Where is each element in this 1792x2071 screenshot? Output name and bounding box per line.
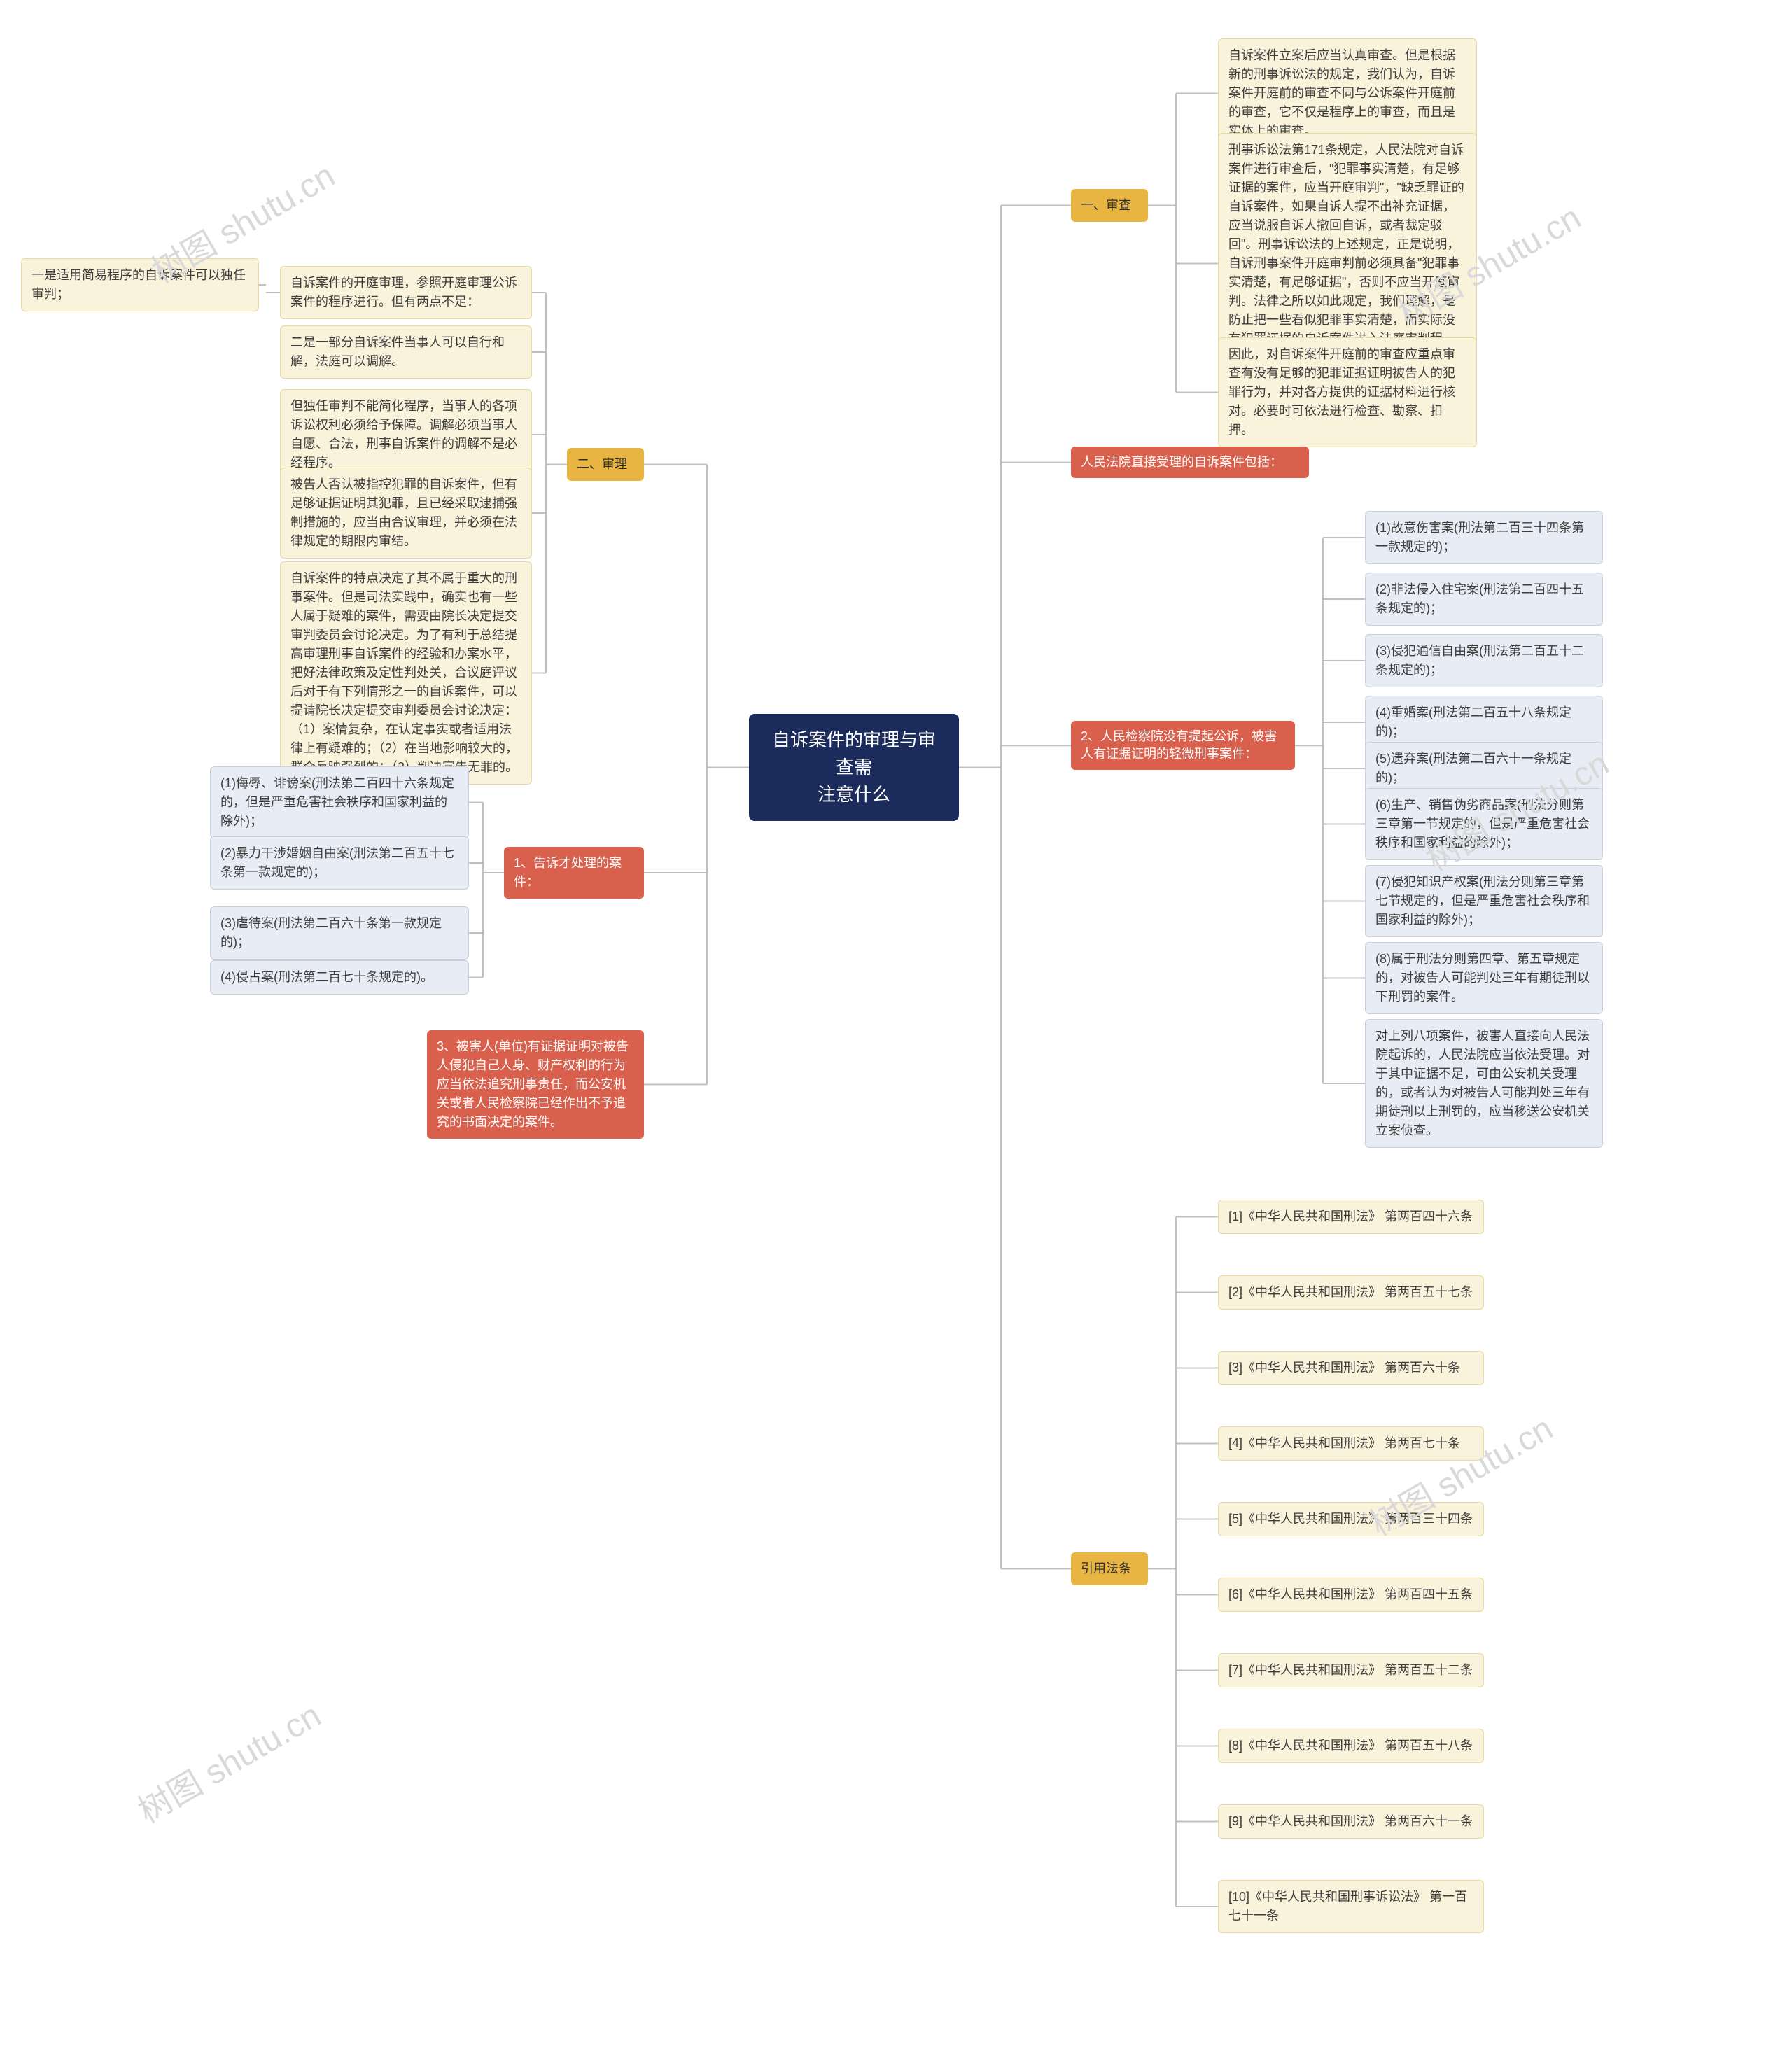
shenli-item-2: 自诉案件的特点决定了其不属于重大的刑事案件。但是司法实践中，确实也有一些人属于疑…: [280, 561, 532, 785]
shenli-sub1: 一是适用简易程序的自诉案件可以独任审判；: [21, 258, 259, 311]
shencha-item-2: 因此，对自诉案件开庭前的审查应重点审查有没有足够的犯罪证据证明被告人的犯罪行为，…: [1218, 337, 1477, 447]
shencha-item-0: 自诉案件立案后应当认真审查。但是根据新的刑事诉讼法的规定，我们认为，自诉案件开庭…: [1218, 38, 1477, 148]
root-node: 自诉案件的审理与审查需注意什么: [749, 714, 959, 821]
qingwei-item-4: (5)遗弃案(刑法第二百六十一条规定的)；: [1365, 742, 1603, 795]
qingwei-item-0: (1)故意伤害案(刑法第二百三十四条第一款规定的)；: [1365, 511, 1603, 564]
yinyong-item-5: [6]《中华人民共和国刑法》 第两百四十五条: [1218, 1578, 1484, 1612]
yinyong-item-3: [4]《中华人民共和国刑法》 第两百七十条: [1218, 1426, 1484, 1461]
qingwei-item-6: (7)侵犯知识产权案(刑法分则第三章第七节规定的，但是严重危害社会秩序和国家利益…: [1365, 865, 1603, 937]
yinyong-item-7: [8]《中华人民共和国刑法》 第两百五十八条: [1218, 1729, 1484, 1763]
yinyong-item-0: [1]《中华人民共和国刑法》 第两百四十六条: [1218, 1200, 1484, 1234]
qingwei-item-3: (4)重婚案(刑法第二百五十八条规定的)；: [1365, 696, 1603, 749]
yinyong-item-9: [10]《中华人民共和国刑事诉讼法》 第一百七十一条: [1218, 1880, 1484, 1933]
yinyong-item-6: [7]《中华人民共和国刑法》 第两百五十二条: [1218, 1653, 1484, 1687]
shencha-header: 一、审查: [1071, 189, 1148, 222]
yinyong-item-8: [9]《中华人民共和国刑法》 第两百六十一条: [1218, 1804, 1484, 1839]
qingwei-item-1: (2)非法侵入住宅案(刑法第二百四十五条规定的)；: [1365, 573, 1603, 626]
gaosu-item-1: (2)暴力干涉婚姻自由案(刑法第二百五十七条第一款规定的)；: [210, 836, 469, 890]
qingwei-item-8: 对上列八项案件，被害人直接向人民法院起诉的，人民法院应当依法受理。对于其中证据不…: [1365, 1019, 1603, 1148]
gaosu-header: 1、告诉才处理的案件：: [504, 847, 644, 899]
yinyong-item-4: [5]《中华人民共和国刑法》 第两百三十四条: [1218, 1502, 1484, 1536]
shenli-header: 二、审理: [567, 448, 644, 481]
yinyong-item-1: [2]《中华人民共和国刑法》 第两百五十七条: [1218, 1275, 1484, 1310]
zhijie-header: 人民法院直接受理的自诉案件包括：: [1071, 447, 1309, 478]
gaosu-item-2: (3)虐待案(刑法第二百六十条第一款规定的)；: [210, 906, 469, 960]
yinyong-header: 引用法条: [1071, 1552, 1148, 1585]
qingwei-item-7: (8)属于刑法分则第四章、第五章规定的，对被告人可能判处三年有期徒刑以下刑罚的案…: [1365, 942, 1603, 1014]
gaosu-item-3: (4)侵占案(刑法第二百七十条规定的)。: [210, 960, 469, 995]
qingwei-item-2: (3)侵犯通信自由案(刑法第二百五十二条规定的)；: [1365, 634, 1603, 687]
gaosu-item-0: (1)侮辱、诽谤案(刑法第二百四十六条规定的，但是严重危害社会秩序和国家利益的除…: [210, 766, 469, 838]
shenli-sub2: 二是一部分自诉案件当事人可以自行和解，法庭可以调解。: [280, 325, 532, 379]
qingwei-header: 2、人民检察院没有提起公诉，被害人有证据证明的轻微刑事案件：: [1071, 721, 1295, 770]
yinyong-item-2: [3]《中华人民共和国刑法》 第两百六十条: [1218, 1351, 1484, 1385]
shenli-intro: 自诉案件的开庭审理，参照开庭审理公诉案件的程序进行。但有两点不足：: [280, 266, 532, 319]
qingwei-item-5: (6)生产、销售伪劣商品案(刑法分则第三章第一节规定的，但是严重危害社会秩序和国…: [1365, 788, 1603, 860]
shenli-item-0: 但独任审判不能简化程序，当事人的各项诉讼权利必须给予保障。调解必须当事人自愿、合…: [280, 389, 532, 480]
shenli-item-1: 被告人否认被指控犯罪的自诉案件，但有足够证据证明其犯罪，且已经采取逮捕强制措施的…: [280, 468, 532, 559]
watermark-4: 树图 shutu.cn: [127, 1688, 328, 1832]
beihai-header: 3、被害人(单位)有证据证明对被告人侵犯自己人身、财产权利的行为应当依法追究刑事…: [427, 1030, 644, 1139]
